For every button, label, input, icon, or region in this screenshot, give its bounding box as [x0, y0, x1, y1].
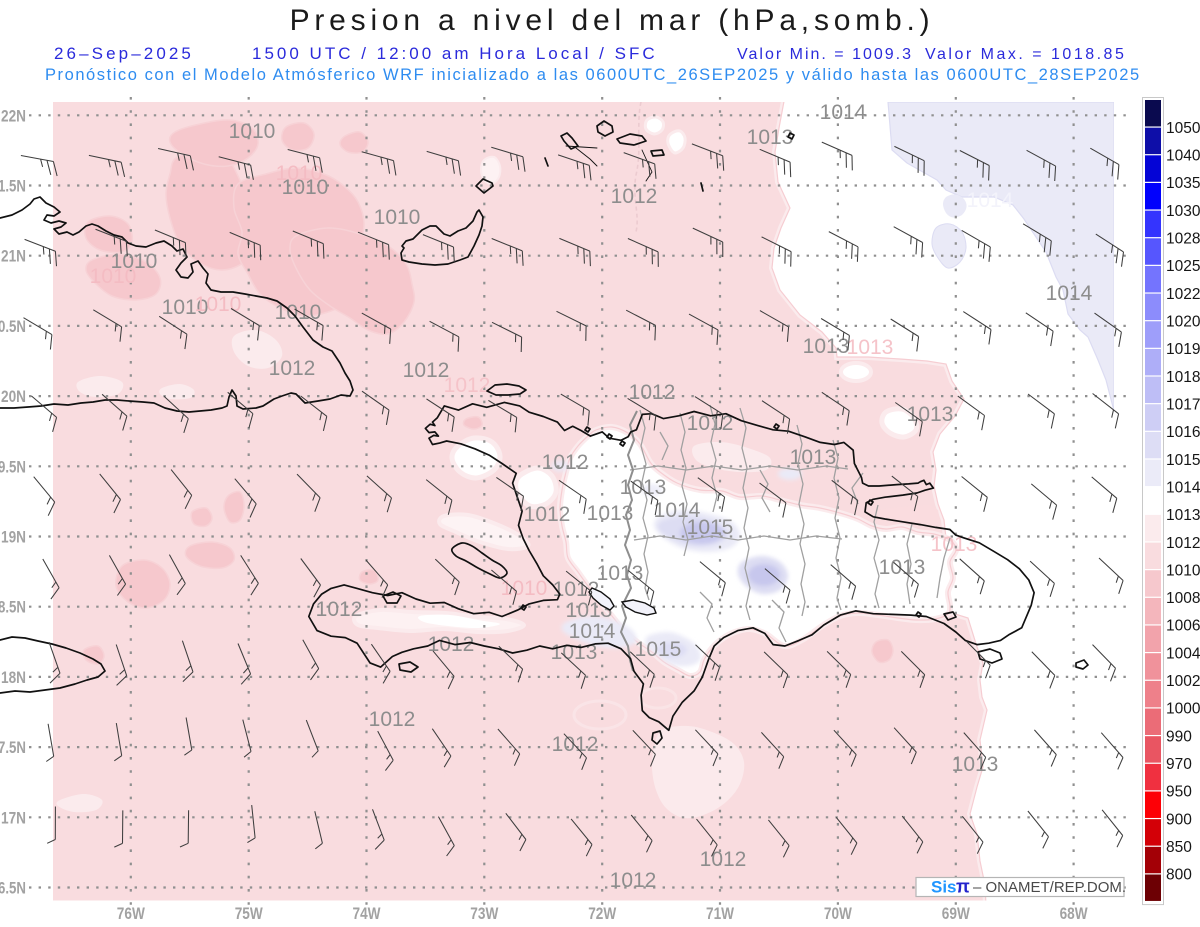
- svg-text:1010: 1010: [111, 250, 158, 273]
- svg-text:Valor Min. = 1009.3: Valor Min. = 1009.3: [737, 46, 913, 63]
- svg-text:800: 800: [1166, 867, 1192, 884]
- svg-text:72W: 72W: [588, 904, 617, 923]
- svg-text:1010: 1010: [229, 120, 276, 143]
- svg-text:18N: 18N: [1, 668, 26, 687]
- svg-text:1016: 1016: [1166, 424, 1200, 441]
- svg-text:1015: 1015: [1166, 452, 1200, 469]
- svg-text:1014: 1014: [654, 499, 701, 522]
- svg-text:1013: 1013: [587, 502, 634, 525]
- svg-text:1012: 1012: [610, 869, 657, 892]
- svg-text:1013: 1013: [597, 562, 644, 585]
- svg-text:1010: 1010: [162, 296, 209, 319]
- svg-text:970: 970: [1166, 756, 1192, 773]
- svg-text:76W: 76W: [117, 904, 146, 923]
- svg-text:1019: 1019: [1166, 341, 1200, 358]
- svg-text:1012: 1012: [524, 503, 571, 526]
- svg-text:8.5N: 8.5N: [0, 598, 26, 617]
- svg-text:1022: 1022: [1166, 286, 1200, 303]
- svg-text:1030: 1030: [1166, 203, 1200, 220]
- svg-text:1013: 1013: [847, 336, 894, 359]
- svg-text:20N: 20N: [1, 387, 26, 406]
- svg-text:1012: 1012: [316, 598, 363, 621]
- svg-text:73W: 73W: [470, 904, 499, 923]
- svg-text:1018: 1018: [1166, 369, 1200, 386]
- svg-text:9.5N: 9.5N: [0, 457, 26, 476]
- svg-text:1013: 1013: [879, 556, 926, 579]
- svg-text:1013: 1013: [1166, 507, 1200, 524]
- svg-text:1010: 1010: [195, 293, 242, 316]
- svg-text:26–Sep–2025: 26–Sep–2025: [54, 44, 194, 63]
- svg-text:1014: 1014: [967, 189, 1014, 212]
- svg-text:7.5N: 7.5N: [0, 738, 26, 757]
- svg-text:1010: 1010: [282, 176, 329, 199]
- svg-text:71W: 71W: [706, 904, 735, 923]
- svg-text:17N: 17N: [1, 808, 26, 827]
- svg-text:1.5N: 1.5N: [0, 177, 26, 196]
- svg-text:1028: 1028: [1166, 231, 1200, 248]
- svg-text:– ONAMET/REP.DOM.: – ONAMET/REP.DOM.: [973, 879, 1126, 896]
- svg-text:1010: 1010: [90, 265, 137, 288]
- svg-text:1012: 1012: [403, 359, 450, 382]
- svg-text:1015: 1015: [687, 516, 734, 539]
- svg-text:1012: 1012: [542, 451, 589, 474]
- svg-text:Sis: Sis: [931, 878, 957, 897]
- svg-text:1012: 1012: [611, 185, 658, 208]
- svg-text:68W: 68W: [1060, 904, 1089, 923]
- svg-text:19N: 19N: [1, 528, 26, 547]
- svg-text:1014: 1014: [569, 620, 616, 643]
- svg-text:1014: 1014: [1166, 479, 1200, 496]
- svg-text:Valor Max. = 1018.85: Valor Max. = 1018.85: [925, 46, 1126, 63]
- svg-text:1008: 1008: [1166, 590, 1200, 607]
- svg-text:990: 990: [1166, 728, 1192, 745]
- svg-text:Pronóstico con el Modelo Atmós: Pronóstico con el Modelo Atmósferico WRF…: [45, 66, 1141, 84]
- svg-text:1012: 1012: [428, 633, 475, 656]
- svg-text:1010: 1010: [276, 162, 323, 185]
- svg-text:1015: 1015: [635, 638, 682, 661]
- svg-text:74W: 74W: [353, 904, 382, 923]
- svg-text:1013: 1013: [747, 126, 794, 149]
- svg-text:1010: 1010: [1166, 562, 1200, 579]
- svg-text:Presion a nivel del mar (hPa,s: Presion a nivel del mar (hPa,somb.): [290, 4, 935, 37]
- svg-text:1012: 1012: [444, 374, 491, 397]
- svg-text:1012: 1012: [700, 848, 747, 871]
- svg-text:1002: 1002: [1166, 673, 1200, 690]
- svg-text:1035: 1035: [1166, 175, 1200, 192]
- svg-text:1014: 1014: [1046, 282, 1093, 305]
- svg-text:1012: 1012: [553, 578, 600, 601]
- svg-text:1004: 1004: [1166, 645, 1200, 662]
- svg-text:1012: 1012: [687, 412, 734, 435]
- svg-text:1006: 1006: [1166, 618, 1200, 635]
- svg-text:69W: 69W: [942, 904, 971, 923]
- svg-text:21N: 21N: [1, 247, 26, 266]
- svg-text:1013: 1013: [931, 533, 978, 556]
- svg-text:1014: 1014: [820, 101, 867, 124]
- svg-text:0.5N: 0.5N: [0, 317, 26, 336]
- svg-text:1012: 1012: [269, 357, 316, 380]
- svg-text:6.5N: 6.5N: [0, 879, 26, 898]
- svg-text:75W: 75W: [235, 904, 264, 923]
- svg-text:1010: 1010: [501, 577, 548, 600]
- svg-text:1020: 1020: [1166, 314, 1200, 331]
- svg-text:1017: 1017: [1166, 397, 1200, 414]
- svg-text:1013: 1013: [790, 446, 837, 469]
- svg-text:1050: 1050: [1166, 120, 1200, 137]
- svg-text:1025: 1025: [1166, 258, 1200, 275]
- svg-text:1040: 1040: [1166, 148, 1200, 165]
- svg-text:1500 UTC / 12:00 am Hora Local: 1500 UTC / 12:00 am Hora Local / SFC: [252, 44, 658, 63]
- svg-text:1013: 1013: [907, 403, 954, 426]
- svg-text:950: 950: [1166, 784, 1192, 801]
- svg-text:1012: 1012: [1166, 535, 1200, 552]
- svg-text:900: 900: [1166, 811, 1192, 828]
- svg-text:1000: 1000: [1166, 701, 1200, 718]
- svg-text:1012: 1012: [552, 733, 599, 756]
- svg-text:70W: 70W: [824, 904, 853, 923]
- svg-text:850: 850: [1166, 839, 1192, 856]
- svg-text:π: π: [956, 877, 970, 897]
- svg-text:22N: 22N: [1, 106, 26, 125]
- svg-text:1010: 1010: [374, 206, 421, 229]
- svg-text:1012: 1012: [369, 708, 416, 731]
- svg-text:1013: 1013: [952, 753, 999, 776]
- svg-text:1012: 1012: [629, 381, 676, 404]
- svg-text:1013: 1013: [803, 335, 850, 358]
